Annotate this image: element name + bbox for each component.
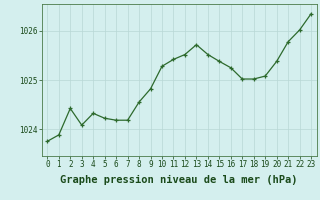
X-axis label: Graphe pression niveau de la mer (hPa): Graphe pression niveau de la mer (hPa) — [60, 175, 298, 185]
